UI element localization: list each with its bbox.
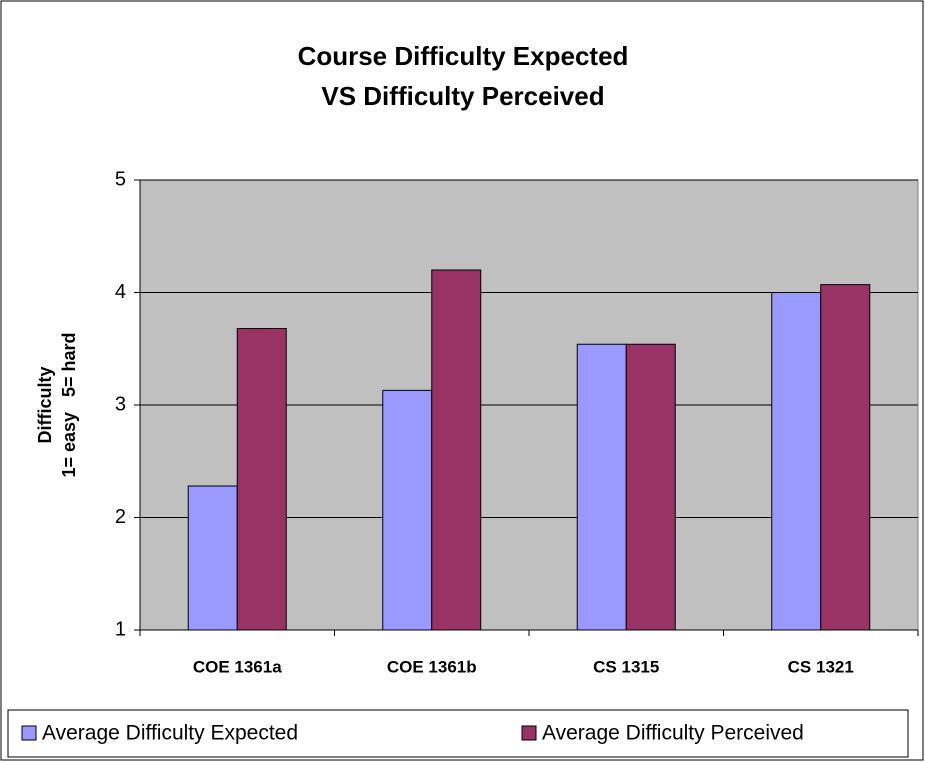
bar [382,389,433,631]
bar [576,343,627,631]
legend-label: Average Difficulty Expected [42,722,298,745]
bar [236,328,287,631]
x-tick-label: CS 1315 [593,657,659,676]
y-tick-label: 2 [115,506,126,528]
y-tick-label: 4 [115,281,126,303]
bar [431,269,482,631]
bar [625,343,676,631]
legend-swatch [521,725,537,741]
chart-title: Course Difficulty Expected [298,41,629,71]
chart-title: VS Difficulty Perceived [321,81,604,111]
bar [187,485,238,631]
bar [771,292,822,631]
x-tick-label: COE 1361b [387,657,477,676]
legend-label: Average Difficulty Perceived [542,722,804,745]
y-tick-label: 1 [115,618,126,640]
legend-box [7,709,909,758]
y-axis-label: 1= easy 5= hard [59,332,79,477]
y-tick-label: 3 [115,393,126,415]
x-tick-label: COE 1361a [193,657,282,676]
y-tick-label: 5 [115,168,126,190]
legend-swatch [21,725,37,741]
y-axis-label: Difficulty [35,366,55,443]
x-tick-label: CS 1321 [788,657,854,676]
bar [820,284,871,631]
